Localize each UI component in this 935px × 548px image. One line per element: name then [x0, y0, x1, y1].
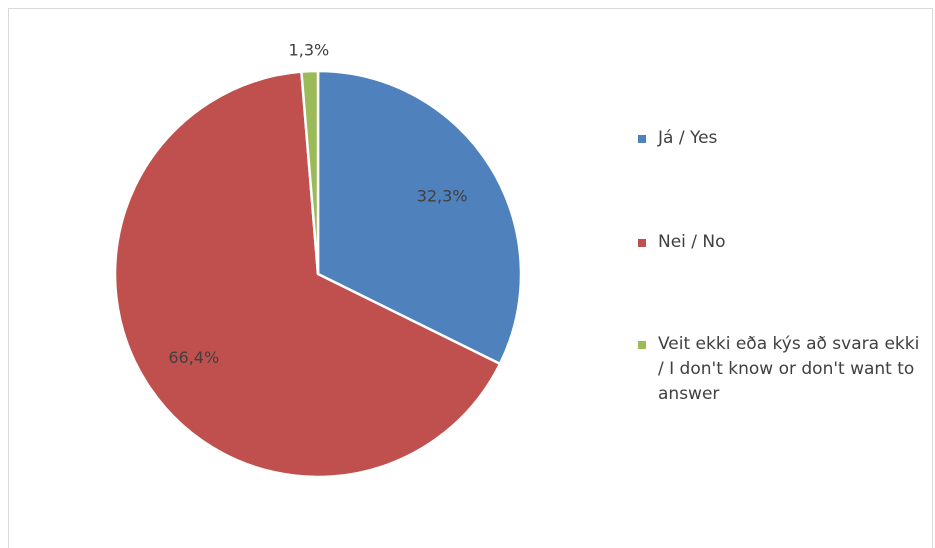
data-label-no: 66,4%: [168, 348, 219, 367]
legend-item-yes: Já / Yes: [638, 126, 928, 151]
pie-slice-no: [113, 70, 502, 479]
legend-swatch-dont-know: [638, 341, 646, 349]
pie-chart: 32,3% 66,4% 1,3%: [113, 40, 523, 479]
pie-slices: [113, 69, 523, 479]
legend-label-yes: Já / Yes: [658, 128, 718, 148]
legend-label-no: Nei / No: [658, 232, 726, 252]
legend-item-no: Nei / No: [638, 230, 928, 255]
legend-swatch-yes: [638, 135, 646, 143]
pie-data-labels: 32,3% 66,4% 1,3%: [168, 40, 467, 367]
legend-item-dont-know: Veit ekki eða kýs að svara ekki / I don'…: [638, 332, 928, 407]
data-label-dont-know: 1,3%: [289, 40, 330, 59]
pie-slice-dont-know: [300, 69, 320, 276]
legend-label-dont-know: Veit ekki eða kýs að svara ekki / I don'…: [658, 334, 920, 404]
data-label-yes: 32,3%: [417, 186, 468, 205]
pie-slice-yes: [316, 69, 523, 366]
legend-swatch-no: [638, 239, 646, 247]
